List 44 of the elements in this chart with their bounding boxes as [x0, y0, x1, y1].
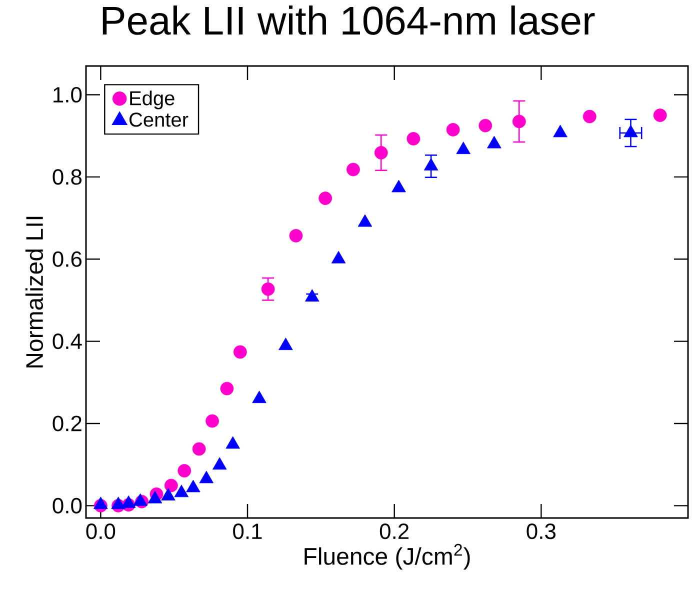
point — [289, 229, 303, 242]
point — [406, 132, 420, 146]
point — [161, 488, 176, 500]
point — [331, 250, 346, 264]
point — [186, 480, 200, 492]
point — [206, 414, 219, 428]
y-tick-label: 0.4 — [52, 334, 82, 350]
point — [148, 490, 162, 504]
point — [94, 496, 108, 510]
point — [121, 495, 136, 508]
x-tick-label: 0.3 — [526, 524, 556, 540]
point — [582, 110, 596, 124]
y-tick-label: 0.6 — [52, 251, 82, 267]
point — [174, 484, 189, 498]
y-axis-title: Normalized LII — [25, 216, 44, 368]
point — [346, 162, 360, 176]
point — [212, 457, 227, 470]
x-axis-title: Fluence (J/cm$^{2}$) — [304, 544, 470, 570]
legend-label: Center — [130, 112, 188, 127]
y-tick-label: 0.2 — [52, 416, 82, 432]
chart-title: Peak LII with 1064-nm laser — [102, 6, 595, 35]
point — [653, 108, 667, 122]
point — [233, 345, 247, 359]
point — [318, 192, 332, 206]
point — [278, 338, 293, 350]
point — [133, 493, 148, 506]
point — [111, 496, 126, 510]
x-tick-label: 0.0 — [86, 524, 116, 540]
y-tick-label: 0.8 — [52, 169, 82, 185]
point — [478, 118, 492, 132]
point — [252, 390, 266, 404]
point — [446, 122, 460, 136]
x-tick-label: 0.2 — [380, 524, 409, 540]
point — [374, 146, 388, 160]
point — [304, 289, 320, 302]
point — [261, 282, 275, 296]
point — [512, 114, 526, 128]
x-tick-label: 0.1 — [233, 524, 262, 540]
point — [199, 470, 214, 484]
legend-label: Edge — [130, 90, 174, 110]
point — [226, 436, 240, 449]
point — [220, 382, 234, 396]
y-tick-label: 1.0 — [54, 86, 82, 103]
y-tick-label: 0.0 — [52, 498, 82, 514]
